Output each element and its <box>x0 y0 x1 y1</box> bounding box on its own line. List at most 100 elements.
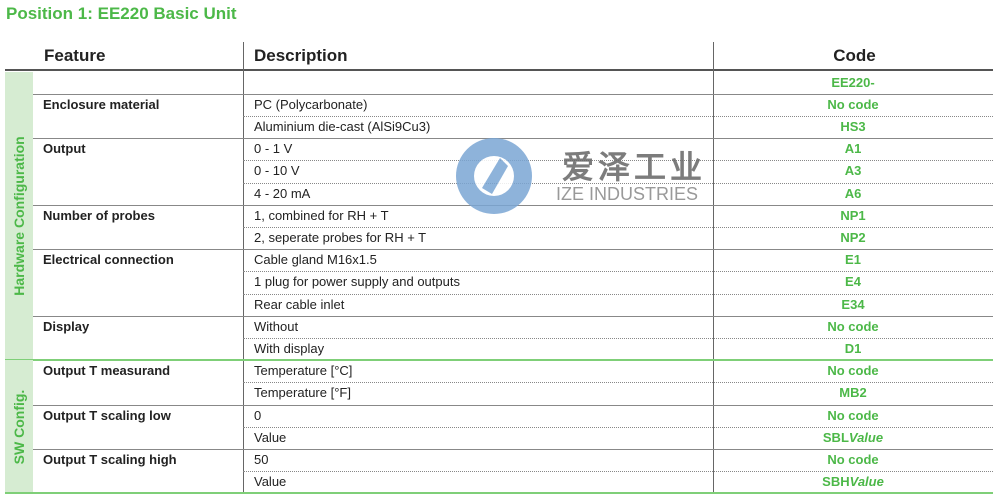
code-cell: NP1 <box>713 205 993 227</box>
code-text: E34 <box>841 296 865 312</box>
feature-cell: Output <box>43 141 86 157</box>
code-cell: E4 <box>713 271 993 293</box>
code-cell: A3 <box>713 160 993 182</box>
feature-cell: Enclosure material <box>43 96 160 112</box>
description-cell: Temperature [°F] <box>254 385 351 401</box>
option-divider <box>243 293 993 295</box>
description-cell: 1 plug for power supply and outputs <box>254 274 460 290</box>
description-cell: Cable gland M16x1.5 <box>254 252 377 268</box>
description-cell: 0 - 1 V <box>254 141 293 157</box>
code-value-placeholder: Value <box>849 474 884 490</box>
section-divider <box>5 492 993 495</box>
feature-cell: Output T scaling low <box>43 407 171 423</box>
code-cell: No code <box>713 405 993 427</box>
code-cell: EE220- <box>713 72 993 94</box>
table-row: Output T scaling high 50 No code <box>33 449 993 471</box>
description-cell: Rear cable inlet <box>254 296 345 312</box>
option-divider <box>243 382 993 384</box>
code-cell: NP2 <box>713 227 993 249</box>
feature-cell: Display <box>43 318 90 334</box>
description-cell: 0 - 10 V <box>254 163 300 179</box>
option-divider <box>243 115 993 117</box>
table-row: Display Without No code <box>33 316 993 338</box>
code-text: SBH <box>822 474 850 490</box>
code-cell: No code <box>713 94 993 116</box>
code-cell: MB2 <box>713 382 993 404</box>
feature-cell: Electrical connection <box>43 252 174 268</box>
header-description: Description <box>254 46 348 65</box>
code-text: SBL <box>822 429 849 445</box>
description-cell: Value <box>254 474 287 490</box>
code-text: E1 <box>845 252 861 268</box>
code-text: No code <box>827 407 879 423</box>
header-code: Code <box>833 46 876 65</box>
group-divider <box>33 404 993 406</box>
code-cell: SBHValue <box>713 471 993 493</box>
table-row: Output T scaling low 0 No code <box>33 405 993 427</box>
table-row: 0 - 10 V A3 <box>33 160 993 182</box>
group-divider <box>33 93 993 95</box>
section-divider <box>5 359 993 362</box>
code-text: EE220- <box>831 74 875 90</box>
code-cell: E34 <box>713 294 993 316</box>
table-row: Value SBLValue <box>33 427 993 449</box>
description-cell: With display <box>254 340 325 356</box>
table-row: 1 plug for power supply and outputs E4 <box>33 271 993 293</box>
page-title: Position 1: EE220 Basic Unit <box>6 4 237 23</box>
table-row: With display D1 <box>33 338 993 360</box>
option-divider <box>243 182 993 184</box>
code-cell: E1 <box>713 249 993 271</box>
table-row: Aluminium die-cast (AlSi9Cu3) HS3 <box>33 116 993 138</box>
option-divider <box>243 337 993 339</box>
feature-cell: Output T measurand <box>43 363 171 379</box>
code-cell: D1 <box>713 338 993 360</box>
description-cell: Without <box>254 318 299 334</box>
table-row: 4 - 20 mA A6 <box>33 183 993 205</box>
section-label-0: Hardware Configuration <box>5 71 33 361</box>
table-row: Electrical connection Cable gland M16x1.5… <box>33 249 993 271</box>
description-cell: Value <box>254 429 287 445</box>
description-cell: 4 - 20 mA <box>254 185 311 201</box>
group-divider <box>33 249 993 251</box>
code-cell: SBLValue <box>713 427 993 449</box>
description-cell: 2, seperate probes for RH + T <box>254 229 427 245</box>
option-divider <box>243 160 993 162</box>
code-text: NP1 <box>840 207 866 223</box>
section-label-text: SW Config. <box>11 389 27 465</box>
code-text: D1 <box>844 340 862 356</box>
option-divider <box>243 471 993 473</box>
code-text: No code <box>827 451 879 467</box>
table-row: Output T measurand Temperature [°C] No cod… <box>33 360 993 382</box>
feature-cell: Number of probes <box>43 207 155 223</box>
code-text: No code <box>827 96 879 112</box>
code-text: NP2 <box>840 229 866 245</box>
code-text: E4 <box>845 274 861 290</box>
group-divider <box>33 448 993 450</box>
description-cell: Temperature [°C] <box>254 363 353 379</box>
table-row: Rear cable inlet E34 <box>33 294 993 316</box>
table-row: Number of probes 1, combined for RH + T NP… <box>33 205 993 227</box>
code-value-placeholder: Value <box>848 429 884 445</box>
code-text: No code <box>827 318 879 334</box>
table-row: Temperature [°F] MB2 <box>33 382 993 404</box>
table-row: Enclosure material PC (Polycarbonate) No c… <box>33 94 993 116</box>
option-divider <box>243 226 993 228</box>
description-cell: Aluminium die-cast (AlSi9Cu3) <box>254 118 431 134</box>
header-feature: Feature <box>44 46 106 65</box>
option-divider <box>243 271 993 273</box>
code-cell: No code <box>713 316 993 338</box>
table-row: EE220- <box>33 72 993 94</box>
code-text: No code <box>827 363 879 379</box>
table-row: 2, seperate probes for RH + T NP2 <box>33 227 993 249</box>
code-cell: HS3 <box>713 116 993 138</box>
column-divider <box>713 42 714 494</box>
description-cell: 1, combined for RH + T <box>254 207 389 223</box>
code-text: A1 <box>844 141 862 157</box>
description-cell: 0 <box>254 407 262 423</box>
section-label-text: Hardware Configuration <box>11 136 27 296</box>
table-row: Value SBHValue <box>33 471 993 493</box>
table-row: Output 0 - 1 V A1 <box>33 138 993 160</box>
code-cell: No code <box>713 449 993 471</box>
code-text: A3 <box>844 163 862 179</box>
code-cell: A1 <box>713 138 993 160</box>
